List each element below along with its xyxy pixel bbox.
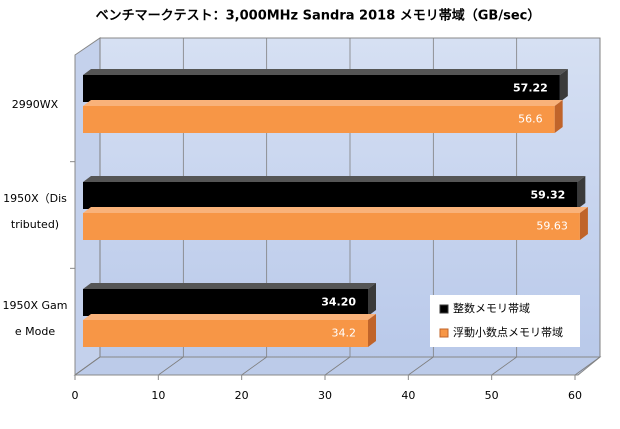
value-label: 57.22 — [513, 82, 548, 95]
x-tick-label: 0 — [72, 389, 79, 402]
grid-line-floor — [74, 356, 101, 376]
legend-swatch — [439, 304, 449, 314]
bar — [83, 213, 580, 240]
value-label: 56.6 — [518, 113, 543, 126]
x-tick-label: 30 — [318, 389, 332, 402]
bar-side — [368, 314, 376, 347]
bar-side — [559, 69, 568, 102]
bar — [83, 106, 555, 133]
x-tick-label: 10 — [151, 389, 165, 402]
y-tick-label: 1950X Game Mode — [2, 299, 68, 338]
bar-top — [83, 69, 568, 75]
legend-label: 浮動小数点メモリ帯域 — [453, 325, 563, 339]
bar-top — [83, 207, 588, 213]
value-label: 59.32 — [531, 189, 566, 202]
bar — [83, 182, 578, 209]
grid-line-floor — [241, 356, 267, 376]
bar — [83, 75, 560, 102]
bar — [83, 289, 368, 316]
bar-top — [83, 176, 586, 182]
bar — [83, 320, 368, 347]
bar-top — [83, 283, 376, 289]
bar-top — [83, 100, 563, 106]
grid-line-floor — [408, 356, 434, 376]
value-label: 59.63 — [536, 220, 568, 233]
value-label: 34.2 — [332, 327, 357, 340]
legend-label: 整数メモリ帯域 — [453, 301, 530, 315]
bars: 57.22 56.6 59.32 59.63 34.20 34.2 — [83, 69, 588, 347]
x-tick-label: 60 — [568, 389, 582, 402]
value-label: 34.20 — [321, 296, 356, 309]
bar-side — [368, 283, 376, 316]
y-tick-label: 2990WX — [11, 98, 59, 111]
chart-title: ベンチマークテスト：3,000MHz Sandra 2018 メモリ帯域（GB/… — [96, 8, 541, 24]
bar-top — [83, 314, 376, 320]
bar-side — [554, 100, 563, 133]
x-tick-label: 40 — [401, 389, 415, 402]
bar-side — [579, 207, 588, 240]
grid-line-floor — [574, 356, 601, 376]
x-tick-label: 50 — [485, 389, 499, 402]
bar-side — [577, 176, 586, 209]
grid-line-floor — [158, 356, 184, 376]
x-tick-label: 20 — [235, 389, 249, 402]
y-tick-label: 1950X（Distributed) — [3, 192, 67, 231]
grid-line-floor — [491, 356, 517, 376]
legend — [430, 295, 580, 347]
grid-line-floor — [324, 356, 351, 376]
legend-swatch — [439, 328, 449, 338]
